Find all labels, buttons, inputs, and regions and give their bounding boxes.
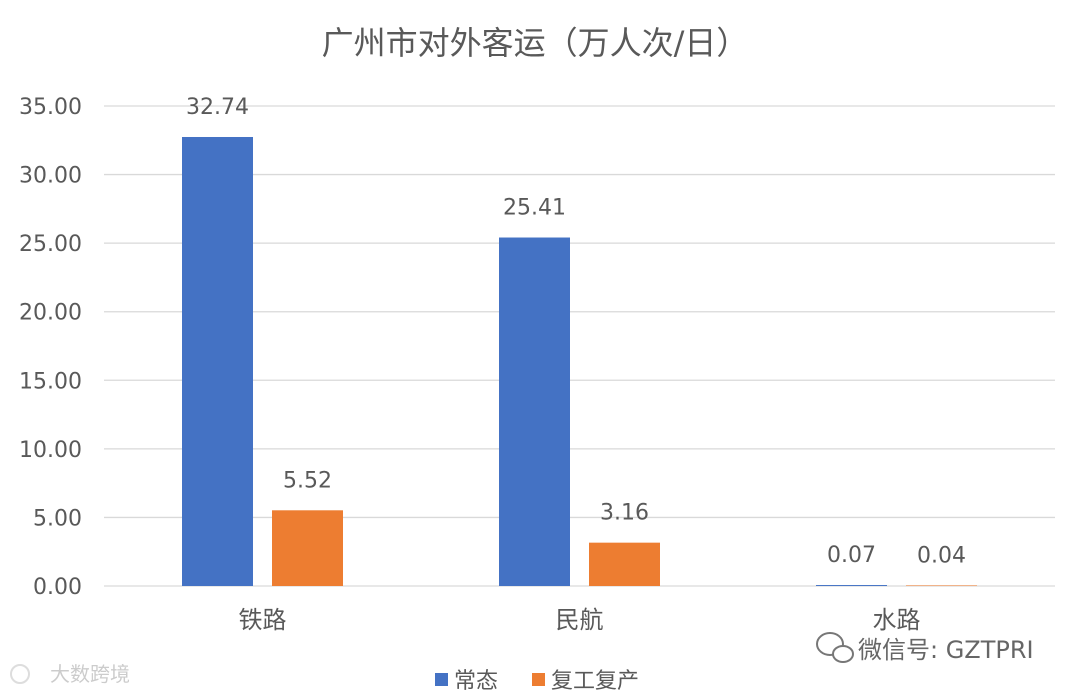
data-labels: 32.74 5.52 25.41 3.16 0.07 0.04 — [186, 95, 966, 568]
x-axis-category-labels: 铁路 民航 水路 — [239, 606, 921, 634]
wechat-watermark: 微信号: GZTPRI — [816, 632, 1034, 664]
y-tick-label: 5.00 — [33, 506, 82, 531]
y-tick-label: 15.00 — [19, 369, 82, 394]
legend-swatch-series-1 — [435, 673, 448, 686]
y-tick-label: 30.00 — [19, 164, 82, 189]
bars — [182, 136, 977, 586]
legend-label-series-1: 常态 — [454, 669, 498, 694]
legend: 常态 复工复产 — [435, 669, 639, 694]
wechat-id-text: 微信号: GZTPRI — [858, 636, 1034, 664]
data-label: 25.41 — [503, 196, 566, 221]
x-category-label: 铁路 — [239, 606, 287, 634]
y-tick-label: 35.00 — [19, 95, 82, 120]
x-category-label: 水路 — [873, 606, 921, 634]
x-category-label: 民航 — [556, 606, 604, 634]
bar-series-1 — [816, 585, 887, 586]
legend-label-series-2: 复工复产 — [551, 669, 639, 694]
legend-swatch-series-2 — [532, 673, 545, 686]
corner-watermark-text: 大数跨境 — [50, 662, 130, 686]
bar-series-1 — [499, 237, 570, 586]
bar-series-2 — [906, 585, 977, 586]
gridlines — [104, 105, 1055, 587]
y-tick-label: 0.00 — [33, 575, 82, 600]
data-label: 0.07 — [827, 543, 876, 568]
data-label: 3.16 — [600, 501, 649, 526]
chart-title: 广州市对外客运（万人次/日） — [322, 24, 749, 62]
bar-series-1 — [182, 136, 253, 586]
bar-series-2 — [589, 542, 660, 586]
y-tick-label: 20.00 — [19, 301, 82, 326]
y-tick-label: 25.00 — [19, 232, 82, 257]
data-label: 5.52 — [283, 468, 332, 493]
y-tick-label: 10.00 — [19, 438, 82, 463]
data-label: 0.04 — [917, 543, 966, 568]
wechat-icon — [816, 632, 854, 663]
corner-logo-icon — [10, 664, 30, 684]
bar-series-2 — [272, 510, 343, 586]
y-axis-tick-labels: 0.00 5.00 10.00 15.00 20.00 25.00 30.00 35.00 — [19, 95, 82, 600]
data-label: 32.74 — [186, 95, 249, 120]
corner-watermark: 大数跨境 — [10, 662, 130, 686]
